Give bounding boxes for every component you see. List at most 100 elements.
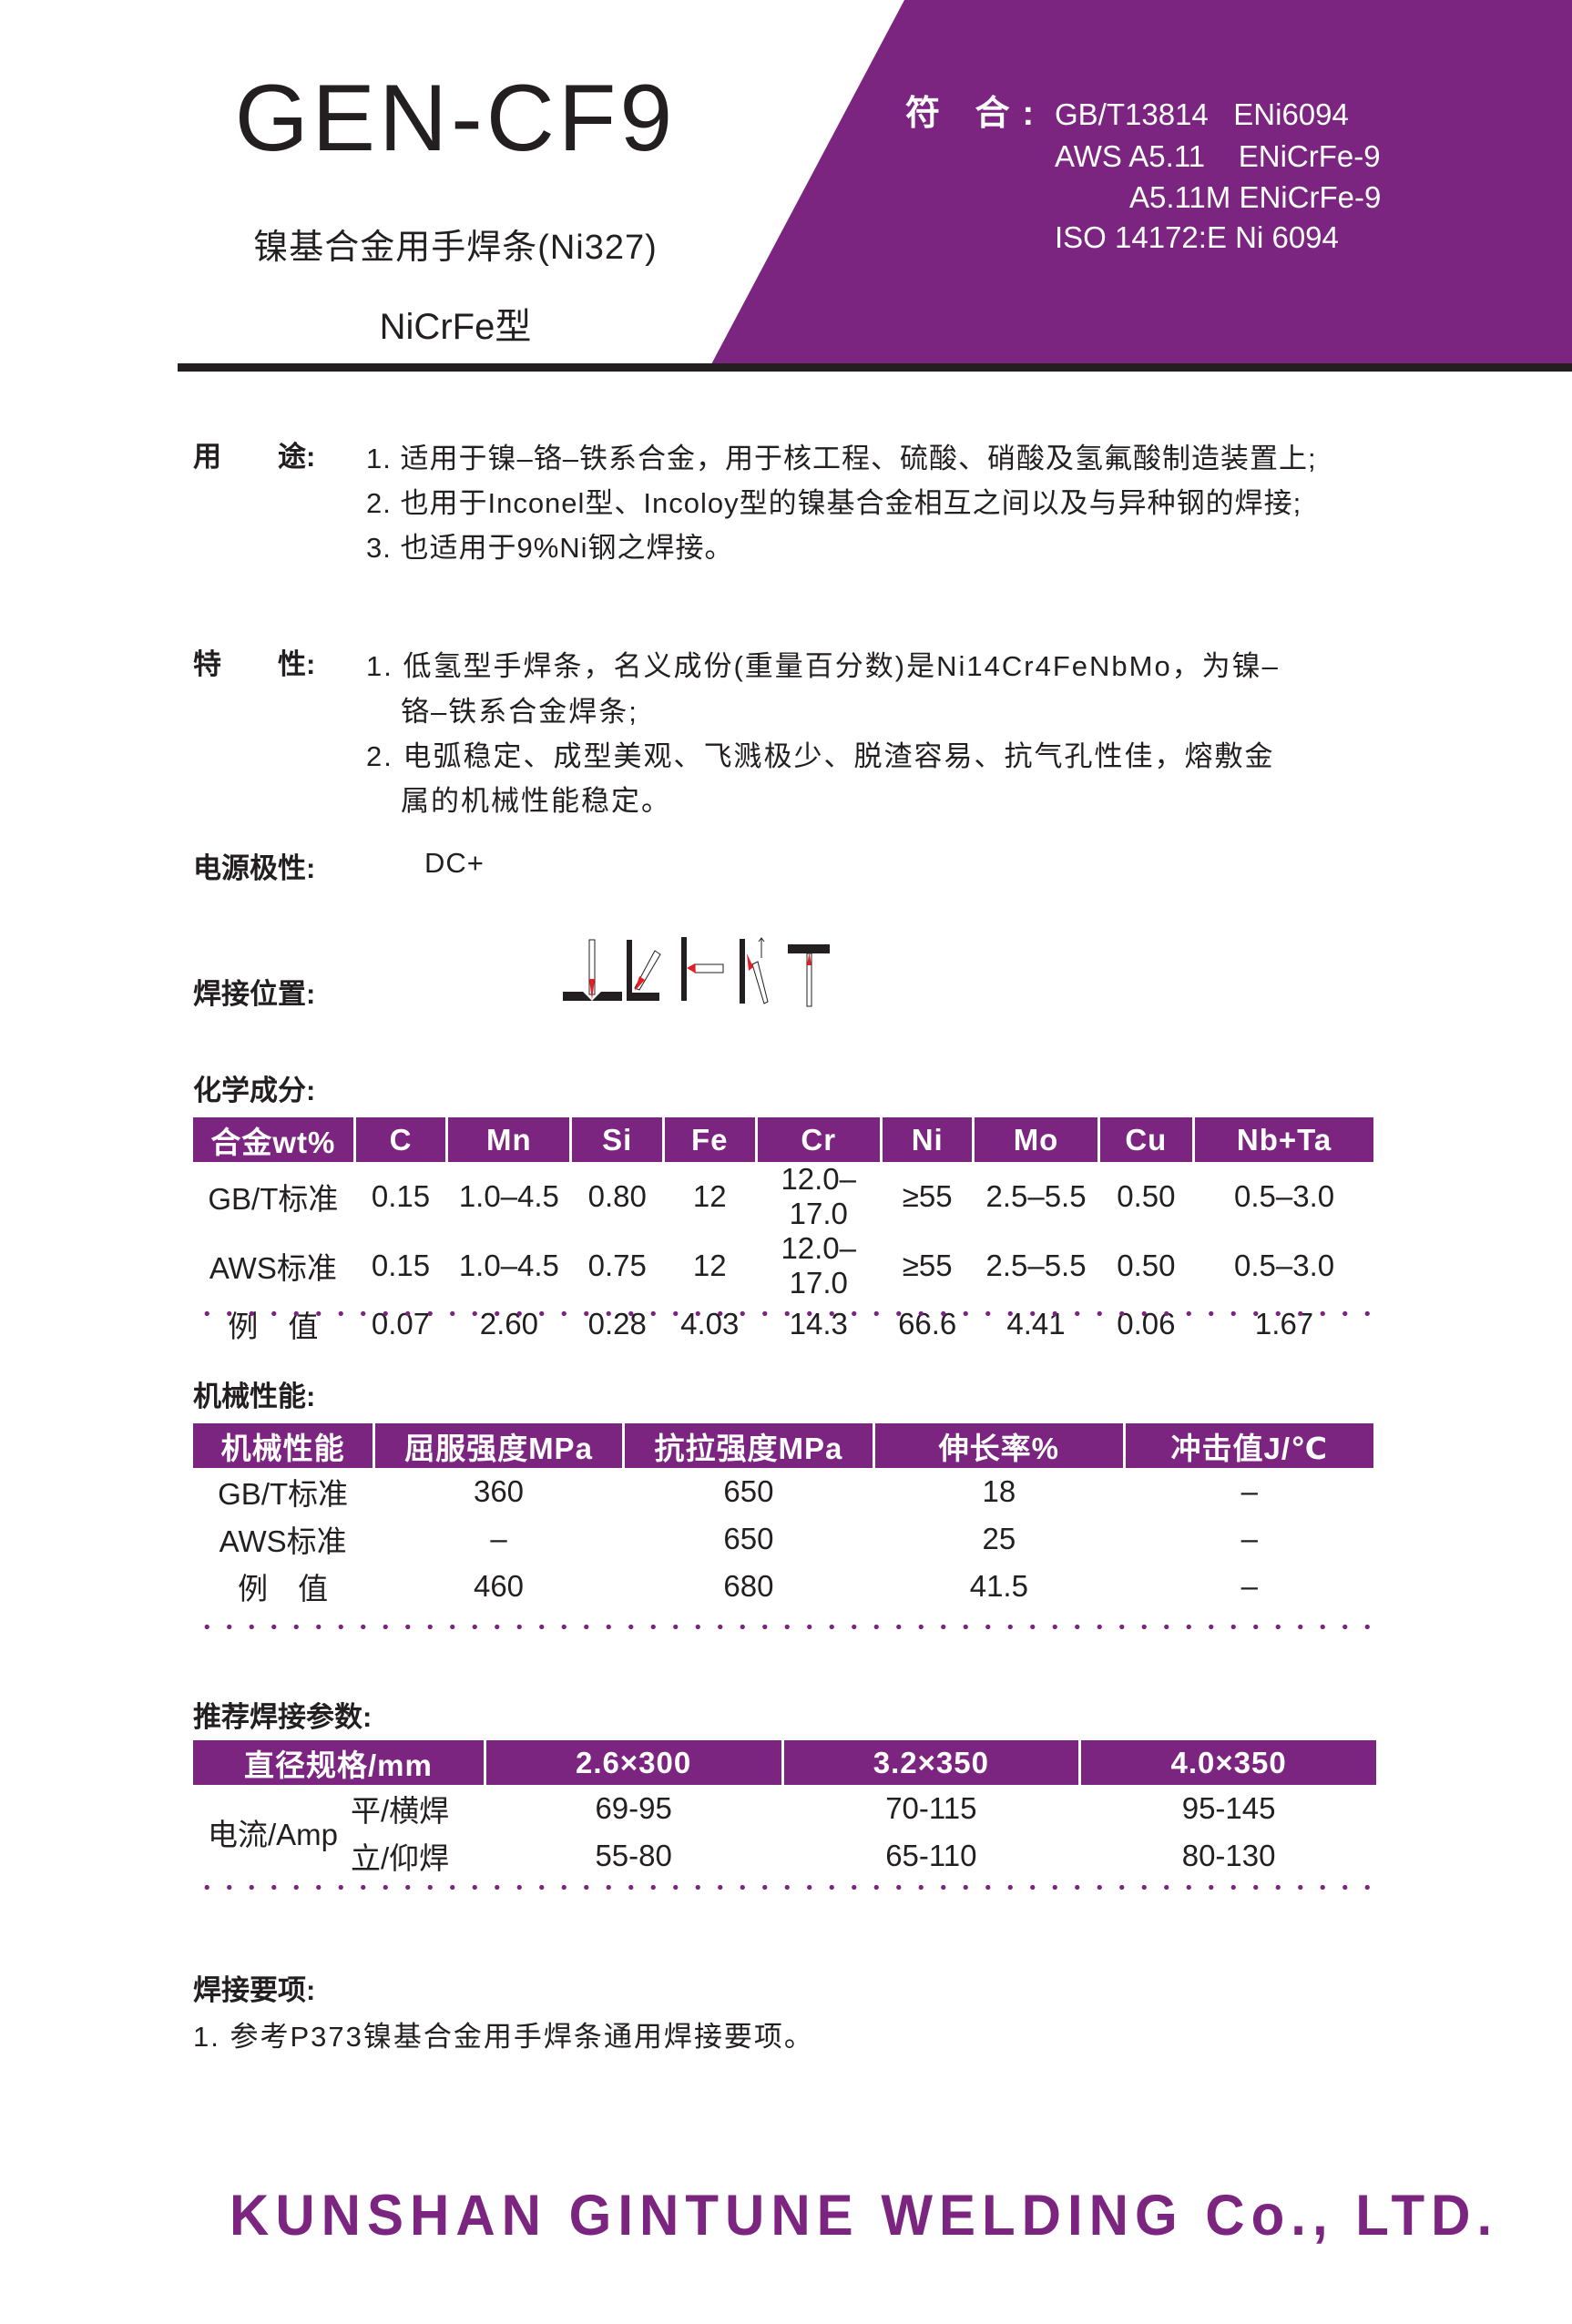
table-cell: 4.41 [1006, 1307, 1066, 1340]
table-cell: 0.75 [587, 1249, 647, 1282]
table-row: 例 值 0.07 2.60 0.28 4.03 14.3 66.6 4.41 0.06 1.67 [193, 1300, 1373, 1348]
column-header: 合金wt% [193, 1117, 353, 1162]
header-banner [178, 0, 1572, 372]
table-cell: 2.5–5.5 [985, 1179, 1087, 1213]
table-cell: 41.5 [969, 1569, 1028, 1603]
table-cell: 65-110 [885, 1839, 977, 1872]
column-header: 4.0×350 [1081, 1740, 1376, 1785]
table-cell: AWS标准 [219, 1524, 347, 1558]
features-label: 特 性: [193, 648, 316, 680]
table-header-row: 合金wt% C Mn Si Fe Cr Ni Mo Cu Nb+Ta [193, 1117, 1373, 1162]
column-header: 3.2×350 [783, 1740, 1079, 1785]
table-cell: 12 [692, 1179, 727, 1213]
table-cell: 0.28 [587, 1307, 647, 1340]
table-cell: – [1240, 1522, 1258, 1555]
column-header: C [355, 1117, 446, 1162]
column-header: Ni [882, 1117, 973, 1162]
table-cell: 25 [982, 1522, 1016, 1555]
parameters-label: 推荐焊接参数: [193, 1701, 373, 1733]
dotted-divider [196, 1885, 1371, 1890]
table-cell: 0.80 [587, 1179, 647, 1213]
conform-line: ISO 14172:E Ni 6094 [1055, 220, 1339, 254]
usage-item: 1. 适用于镍–铬–铁系合金，用于核工程、硫酸、硝酸及氢氟酸制造装置上; [366, 443, 1317, 474]
table-row: AWS标准 – 650 25 – [193, 1515, 1373, 1563]
table-cell: 650 [723, 1522, 774, 1555]
column-header: 2.6×300 [485, 1740, 781, 1785]
dotted-divider [196, 1625, 1371, 1629]
table-cell: 680 [723, 1569, 774, 1603]
notes-item: 1. 参考P373镍基合金用手焊条通用焊接要项。 [193, 2021, 814, 2053]
notes-label: 焊接要项: [193, 1974, 316, 2006]
column-header: Si [572, 1117, 662, 1162]
flat-position-icon [563, 939, 622, 1001]
table-cell: 4.03 [680, 1307, 740, 1340]
features-line: 属的机械性能稳定。 [401, 785, 671, 817]
column-header: Cr [757, 1117, 880, 1162]
column-header: Cu [1099, 1117, 1193, 1162]
table-cell: – [1240, 1474, 1258, 1508]
header-divider [178, 363, 1572, 372]
column-header: 直径规格/mm [193, 1740, 484, 1785]
table-cell: 立/仰焊 [350, 1841, 450, 1875]
table-cell: 12.0–17.0 [781, 1162, 857, 1230]
positions-label: 焊接位置: [193, 978, 316, 1010]
overhead-position-icon [788, 944, 830, 1007]
table-cell: 650 [723, 1474, 774, 1508]
table-cell: 1.0–4.5 [458, 1249, 559, 1282]
table-row: GB/T标准 360 650 18 – [193, 1468, 1373, 1515]
chemical-label: 化学成分: [193, 1075, 316, 1106]
current-label: 电流/Amp [208, 1818, 339, 1851]
conform-line: GB/T13814 ENi6094 [1055, 97, 1349, 131]
features-line: 1. 低氢型手焊条，名义成份(重量百分数)是Ni14Cr4FeNbMo，为镍– [366, 650, 1280, 682]
table-cell: 1.67 [1254, 1307, 1314, 1340]
table-row: GB/T标准 0.15 1.0–4.5 0.80 12 12.0–17.0 ≥55 2.5–5… [193, 1162, 1373, 1231]
product-type: NiCrFe型 [379, 307, 532, 347]
table-cell: – [1240, 1569, 1258, 1603]
table-cell: AWS标准 [209, 1251, 337, 1285]
table-cell: 0.5–3.0 [1233, 1249, 1335, 1282]
polarity-value: DC+ [424, 847, 485, 879]
table-cell: 360 [473, 1474, 525, 1508]
table-header-row: 机械性能 屈服强度MPa 抗拉强度MPa 伸长率% 冲击值J/℃ [193, 1423, 1373, 1468]
vertical-up-icon [740, 937, 769, 1004]
table-cell: 例 值 [238, 1572, 329, 1605]
table-cell: 69-95 [595, 1791, 672, 1825]
column-header: 机械性能 [193, 1423, 373, 1468]
features-line: 铬–铁系合金焊条; [401, 696, 638, 728]
table-cell: 0.5–3.0 [1233, 1179, 1335, 1213]
table-cell: 平/横焊 [350, 1794, 450, 1828]
table-cell: GB/T标准 [208, 1182, 339, 1216]
conform-line: A5.11M ENiCrFe-9 [1129, 180, 1382, 214]
mechanical-label: 机械性能: [193, 1381, 316, 1412]
dotted-divider [196, 1311, 1371, 1316]
product-subtitle: 镍基合金用手焊条(Ni327) [253, 229, 658, 267]
table-cell: 2.60 [479, 1307, 538, 1340]
table-cell: 2.5–5.5 [985, 1249, 1087, 1282]
table-row: 例 值 460 680 41.5 – [193, 1563, 1373, 1610]
table-cell: 0.15 [371, 1249, 431, 1282]
company-name: KUNSHAN GINTUNE WELDING Co., LTD. [230, 2183, 1499, 2248]
table-cell: 12.0–17.0 [781, 1231, 857, 1300]
table-cell: 0.15 [371, 1179, 431, 1213]
column-header: Mo [975, 1117, 1097, 1162]
table-cell: 80-130 [1181, 1839, 1276, 1872]
weld-positions [563, 937, 830, 1007]
table-cell: GB/T标准 [218, 1477, 349, 1511]
table-cell: 0.50 [1117, 1249, 1176, 1282]
table-cell: 12 [692, 1249, 727, 1282]
product-title: GEN-CF9 [234, 66, 677, 171]
column-header: Nb+Ta [1195, 1117, 1373, 1162]
column-header: Fe [665, 1117, 755, 1162]
table-cell: 460 [473, 1569, 525, 1603]
table-cell: 18 [982, 1474, 1016, 1508]
table-cell: ≥55 [902, 1249, 953, 1282]
table-cell: 0.50 [1117, 1179, 1176, 1213]
horizontal-fillet-icon [627, 940, 661, 1001]
purple-banner-shape [711, 0, 1572, 364]
polarity-label: 电源极性: [193, 852, 316, 884]
table-cell: – [490, 1522, 507, 1555]
conform-line: AWS A5.11 ENiCrFe-9 [1055, 139, 1381, 173]
usage-item: 3. 也适用于9%Ni钢之焊接。 [366, 532, 734, 564]
parameters-table: 直径规格/mm 2.6×300 3.2×350 4.0×350 电流/Amp 平/横焊 69… [190, 1740, 1379, 1880]
table-cell: ≥55 [902, 1179, 953, 1213]
